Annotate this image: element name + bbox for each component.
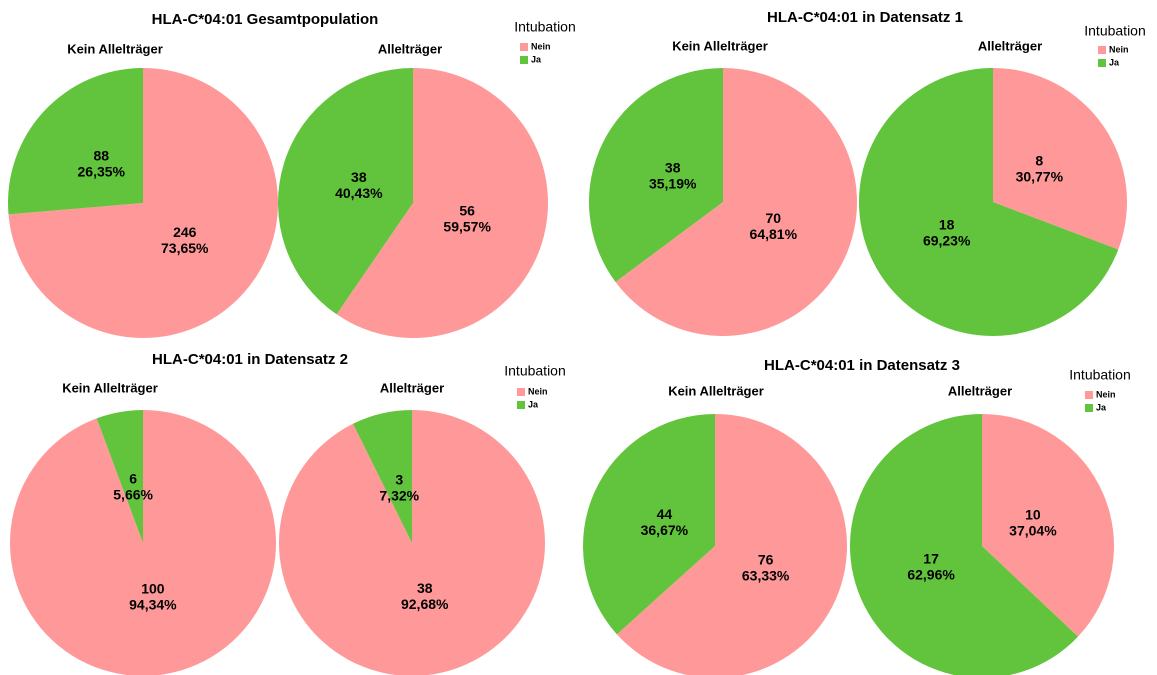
- legend-label: Ja: [531, 54, 542, 64]
- data-label-percent: 36,67%: [641, 522, 689, 538]
- data-label-count: 76: [758, 551, 774, 567]
- legend-label: Ja: [1096, 402, 1107, 412]
- pie-slice: [336, 68, 548, 338]
- pie-slice: [8, 68, 144, 215]
- legend-swatch: [520, 43, 528, 51]
- pie-slice: [9, 410, 276, 675]
- legend-swatch: [517, 388, 525, 396]
- pie-slice: [615, 68, 857, 336]
- pie-slice: [993, 68, 1128, 250]
- data-label-percent: 26,35%: [78, 163, 126, 179]
- pie-slice: [279, 410, 545, 675]
- data-label-count: 56: [459, 203, 475, 219]
- pie-slice: [850, 414, 1079, 675]
- legend-label: Nein: [528, 386, 548, 396]
- data-label-percent: 7,32%: [379, 487, 419, 503]
- data-label-count: 17: [923, 551, 939, 567]
- data-label-percent: 94,34%: [129, 597, 177, 613]
- data-label-count: 246: [173, 224, 197, 240]
- legend-label: Nein: [531, 41, 551, 51]
- data-label-percent: 5,66%: [113, 487, 153, 503]
- legend-title: Intubation: [1084, 23, 1146, 39]
- data-label-percent: 35,19%: [649, 175, 697, 191]
- data-label-percent: 63,33%: [742, 567, 790, 583]
- data-label-percent: 69,23%: [923, 233, 971, 249]
- pie-subtitle: Allelträger: [380, 380, 444, 395]
- pie-subtitle: Kein Allelträger: [672, 38, 768, 53]
- legend-label: Nein: [1096, 389, 1116, 399]
- legend-title: Intubation: [504, 363, 566, 379]
- legend-swatch: [1098, 59, 1106, 67]
- pie-slice: [352, 410, 412, 543]
- data-label-count: 8: [1035, 153, 1043, 169]
- data-label-count: 38: [665, 159, 681, 175]
- legend-title: Intubation: [514, 19, 576, 35]
- data-label-count: 44: [657, 506, 673, 522]
- pie-slice: [589, 68, 723, 283]
- pie-subtitle: Allelträger: [948, 383, 1012, 398]
- data-label-count: 6: [129, 471, 137, 487]
- legend-swatch: [1085, 391, 1093, 399]
- pie-slice: [96, 410, 143, 543]
- chart-title: HLA-C*04:01 in Datensatz 3: [764, 357, 960, 374]
- legend-swatch: [520, 56, 528, 64]
- pie-subtitle: Allelträger: [978, 38, 1042, 53]
- pie-subtitle: Kein Allelträger: [67, 41, 163, 56]
- data-label-count: 70: [766, 210, 782, 226]
- data-label-percent: 59,57%: [443, 219, 491, 235]
- pie-slice: [8, 68, 279, 338]
- pie-slice: [616, 414, 847, 675]
- legend-swatch: [1098, 46, 1106, 54]
- pie-subtitle: Kein Allelträger: [668, 383, 764, 398]
- pie-slice: [583, 414, 715, 635]
- data-label-percent: 30,77%: [1016, 169, 1064, 185]
- data-label-percent: 73,65%: [161, 240, 209, 256]
- data-label-count: 38: [417, 580, 433, 596]
- chart-title: HLA-C*04:01 in Datensatz 1: [767, 9, 963, 26]
- data-label-count: 38: [351, 169, 367, 185]
- legend-label: Ja: [1109, 57, 1120, 67]
- legend-swatch: [1085, 404, 1093, 412]
- data-label-count: 88: [93, 147, 109, 163]
- legend-label: Nein: [1109, 44, 1129, 54]
- chart-title: HLA-C*04:01 in Datensatz 2: [152, 351, 348, 368]
- pie-slice: [859, 67, 1119, 336]
- data-label-count: 18: [939, 217, 955, 233]
- data-label-count: 10: [1025, 507, 1041, 523]
- data-label-count: 100: [141, 581, 165, 597]
- data-label-percent: 40,43%: [335, 185, 383, 201]
- pie-subtitle: Allelträger: [378, 41, 442, 56]
- pie-subtitle: Kein Allelträger: [62, 380, 158, 395]
- legend-label: Ja: [528, 399, 539, 409]
- pie-slice: [278, 68, 413, 315]
- data-label-percent: 37,04%: [1009, 523, 1057, 539]
- pie-slice: [982, 414, 1114, 637]
- data-label-percent: 92,68%: [401, 596, 449, 612]
- chart-title: HLA-C*04:01 Gesamtpopulation: [152, 11, 379, 28]
- data-label-percent: 64,81%: [750, 226, 798, 242]
- legend-swatch: [517, 401, 525, 409]
- legend-title: Intubation: [1069, 367, 1131, 383]
- data-label-count: 3: [395, 471, 403, 487]
- data-label-percent: 62,96%: [907, 567, 955, 583]
